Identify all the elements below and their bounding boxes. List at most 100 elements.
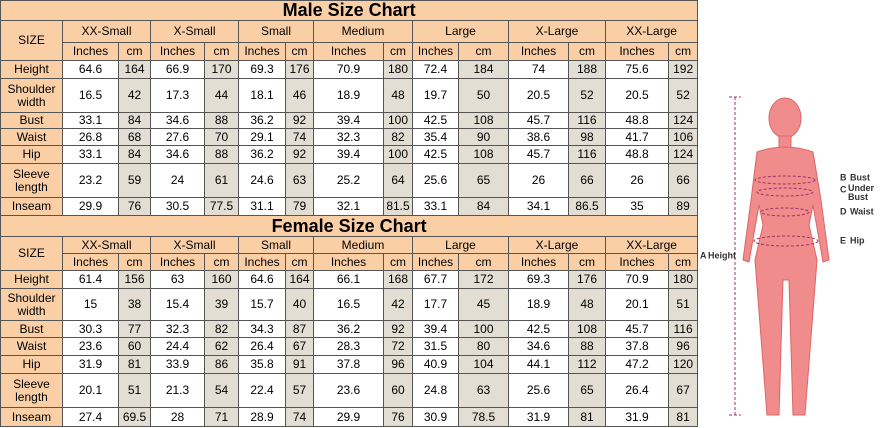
measure-value: 70.9 — [313, 60, 384, 79]
measure-value: 88 — [204, 112, 239, 129]
measure-value: 92 — [285, 145, 314, 164]
measure-value: 33.1 — [412, 197, 459, 216]
size-row: SIZE XX-Small X-Small Small Medium Large X-Lar… — [0, 236, 699, 271]
unit-header: Inches — [62, 253, 119, 271]
measure-value: 25.6 — [412, 163, 459, 198]
size-name: X-Small — [150, 20, 239, 43]
measure-value: 30.9 — [412, 407, 459, 427]
measure-value: 90 — [458, 128, 509, 146]
measure-value: 66.9 — [150, 60, 205, 79]
measure-value: 108 — [458, 145, 509, 164]
measure-value: 67 — [285, 337, 314, 356]
measure-value: 86.5 — [568, 197, 606, 216]
unit-header: Inches — [150, 253, 205, 271]
size-name: X-Large — [508, 236, 606, 254]
measure-value: 76 — [383, 407, 413, 427]
size-header: SIZE — [0, 20, 63, 61]
measure-value: 27.6 — [150, 128, 205, 146]
size-name: XX-Large — [604, 236, 699, 254]
measure-value: 69.3 — [238, 60, 286, 79]
unit-header: Inches — [238, 253, 286, 271]
measure-value: 39 — [204, 288, 239, 321]
measure-value: 39.4 — [313, 145, 384, 164]
measure-value: 68 — [118, 128, 151, 146]
measure-value: 30.5 — [150, 197, 205, 216]
measure-value: 81.5 — [383, 197, 413, 216]
measure-value: 20.1 — [62, 373, 119, 408]
measure-value: 31.9 — [508, 407, 569, 427]
measure-value: 164 — [118, 60, 151, 79]
unit-header: cm — [568, 253, 606, 271]
measure-value: 48 — [568, 288, 606, 321]
measure-value: 15 — [62, 288, 119, 321]
measure-value: 51 — [667, 288, 699, 321]
measure-value: 74 — [285, 407, 314, 427]
unit-header: Inches — [313, 253, 384, 271]
measure-value: 31.9 — [605, 407, 669, 427]
measure-value: 18.1 — [238, 78, 286, 113]
measure-row: Inseam 27.4 69.5 28 71 28.9 74 29.9 76 30.9 78.5 31… — [0, 407, 699, 427]
measure-label: Hip — [0, 355, 63, 374]
measure-value: 36.2 — [313, 320, 384, 338]
label-letter: B — [840, 172, 847, 182]
size-name: X-Large — [508, 20, 606, 43]
measure-value: 116 — [568, 112, 606, 129]
measure-value: 192 — [667, 60, 699, 79]
measure-value: 41.7 — [605, 128, 669, 146]
measure-value: 100 — [383, 112, 413, 129]
unit-header: cm — [118, 42, 151, 61]
size-name: Medium — [313, 20, 413, 43]
measure-label: Bust — [0, 112, 63, 129]
measure-label: Inseam — [0, 407, 63, 427]
measure-value: 81 — [118, 355, 151, 374]
unit-header: Inches — [605, 253, 669, 271]
measure-value: 48 — [383, 78, 413, 113]
measure-value: 76 — [118, 197, 151, 216]
table-title: Male Size Chart — [0, 0, 699, 21]
measure-value: 78.5 — [458, 407, 509, 427]
measure-value: 20.1 — [605, 288, 669, 321]
measure-value: 184 — [458, 60, 509, 79]
measure-value: 24 — [150, 163, 205, 198]
measure-value: 17.7 — [412, 288, 459, 321]
measure-value: 88 — [204, 145, 239, 164]
measure-value: 18.9 — [313, 78, 384, 113]
size-name: Large — [412, 236, 509, 254]
measure-value: 48.8 — [605, 145, 669, 164]
measure-value: 29.9 — [313, 407, 384, 427]
measure-value: 57 — [285, 373, 314, 408]
unit-header: cm — [118, 253, 151, 271]
measure-value: 86 — [204, 355, 239, 374]
measure-value: 44.1 — [508, 355, 569, 374]
measure-label: Sleeve length — [0, 373, 63, 408]
measure-value: 82 — [383, 128, 413, 146]
measure-value: 64.6 — [62, 60, 119, 79]
measure-value: 100 — [458, 320, 509, 338]
measure-value: 64 — [383, 163, 413, 198]
unit-header: Inches — [605, 42, 669, 61]
size-name: XX-Small — [62, 20, 151, 43]
measure-label: Shoulder width — [0, 288, 63, 321]
measure-value: 16.5 — [62, 78, 119, 113]
measure-value: 77.5 — [204, 197, 239, 216]
measure-value: 28.9 — [238, 407, 286, 427]
measure-value: 16.5 — [313, 288, 384, 321]
measure-value: 29.1 — [238, 128, 286, 146]
measure-value: 67.7 — [412, 270, 459, 289]
measure-value: 20.5 — [605, 78, 669, 113]
unit-header: cm — [383, 42, 413, 61]
measure-value: 21.3 — [150, 373, 205, 408]
unit-header: cm — [667, 253, 699, 271]
measure-row: Hip 31.9 81 33.9 86 35.8 91 37.8 96 40.9 104 44.1 11… — [0, 355, 699, 374]
label-wrap: Under Bust — [848, 184, 874, 202]
measure-value: 26 — [508, 163, 569, 198]
measure-value: 31.5 — [412, 337, 459, 356]
measure-label: Inseam — [0, 197, 63, 216]
male-table: Male Size Chart SIZE XX-Small X-Small Small M… — [0, 0, 699, 216]
measure-value: 24.8 — [412, 373, 459, 408]
size-name: XX-Large — [604, 20, 699, 43]
measure-value: 46 — [285, 78, 314, 113]
measure-value: 92 — [383, 320, 413, 338]
unit-header: cm — [285, 42, 314, 61]
measure-value: 51 — [118, 373, 151, 408]
